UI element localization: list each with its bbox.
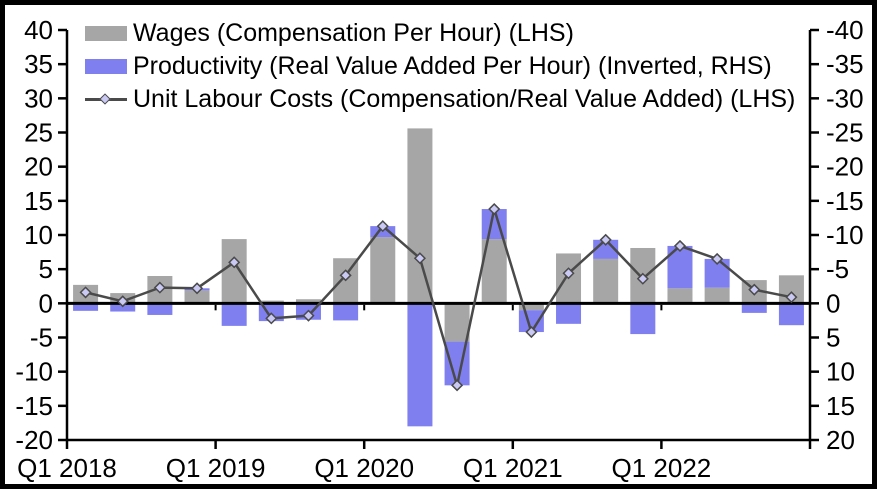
ulc-marker (79, 286, 92, 299)
right-axis-tick-label: -15 (826, 186, 864, 216)
wages-bar (704, 287, 730, 304)
legend-label-wages: Wages (Compensation Per Hour) (LHS) (133, 19, 574, 47)
left-axis-tick-label: -20 (15, 425, 53, 455)
productivity-swatch-icon (85, 59, 127, 74)
wages-bar (295, 299, 321, 304)
productivity-bar (73, 303, 99, 311)
ulc-marker (673, 239, 687, 252)
right-axis-tick-label: -35 (826, 49, 864, 79)
productivity-bar (556, 303, 582, 324)
right-axis-tick-label: -25 (826, 118, 864, 148)
productivity-bar (110, 303, 136, 312)
ulc-line (85, 207, 792, 387)
right-axis-tick-label: 5 (826, 323, 840, 353)
ulc-marker (711, 252, 724, 265)
wages-bar (593, 258, 619, 304)
ulc-marker (153, 281, 166, 294)
left-axis-tick-label: 25 (24, 118, 53, 148)
wages-bar (518, 303, 544, 311)
wages-bar (370, 237, 396, 304)
ulc-marker (562, 267, 575, 280)
left-axis-tick-label: 10 (24, 220, 53, 250)
productivity-bar (630, 303, 656, 335)
wages-bar (444, 303, 470, 342)
x-axis-tick-label: Q1 2020 (314, 453, 414, 483)
productivity-bar (407, 303, 433, 427)
ulc-marker (228, 256, 241, 269)
left-axis-tick-label: 15 (24, 186, 53, 216)
chart-legend: Wages (Compensation Per Hour) (LHS) Prod… (85, 17, 795, 116)
wages-bar (667, 288, 693, 304)
ulc-marker (413, 252, 426, 265)
legend-label-productivity: Productivity (Real Value Added Per Hour)… (133, 52, 772, 80)
left-axis-tick-label: -15 (15, 391, 53, 421)
left-axis-tick-label: -5 (30, 323, 53, 353)
legend-label-ulc: Unit Labour Costs (Compensation/Real Val… (133, 85, 796, 113)
productivity-bar (221, 303, 247, 326)
right-axis-tick-label: 0 (826, 288, 840, 318)
legend-item-productivity: Productivity (Real Value Added Per Hour)… (85, 50, 795, 83)
ulc-marker (302, 309, 315, 322)
right-axis-tick-label: -40 (826, 15, 864, 45)
productivity-bar (333, 303, 359, 321)
ulc-line-swatch-icon (85, 92, 127, 107)
x-axis-tick-label: Q1 2021 (463, 453, 563, 483)
wages-bar (221, 239, 247, 304)
wages-bar (184, 290, 210, 304)
left-axis-tick-label: 0 (39, 288, 53, 318)
ulc-marker (599, 233, 612, 246)
ulc-marker (190, 282, 204, 295)
left-axis-tick-label: 20 (24, 152, 53, 182)
ulc-marker (339, 269, 352, 282)
x-axis-tick-label: Q1 2022 (612, 453, 712, 483)
right-axis-tick-label: -5 (826, 254, 849, 284)
ulc-marker (265, 312, 278, 325)
legend-item-ulc: Unit Labour Costs (Compensation/Real Val… (85, 83, 795, 116)
ulc-marker (748, 283, 761, 296)
left-axis-tick-label: -10 (15, 357, 53, 387)
x-axis-tick-label: Q1 2019 (166, 453, 266, 483)
wages-swatch-icon (85, 26, 127, 41)
right-axis-tick-label: -10 (826, 220, 864, 250)
right-axis-tick-label: 15 (826, 391, 855, 421)
right-axis-tick-label: -20 (826, 152, 864, 182)
ulc-marker (636, 272, 649, 285)
ulc-marker (488, 202, 501, 216)
productivity-bar (147, 303, 173, 315)
right-axis-tick-label: -30 (826, 83, 864, 113)
ulc-marker (451, 379, 464, 392)
productivity-bar (778, 303, 804, 326)
ulc-marker (376, 220, 389, 233)
right-axis-tick-label: 10 (826, 357, 855, 387)
ulc-marker (116, 295, 129, 308)
left-axis-tick-label: 5 (39, 254, 53, 284)
left-axis-tick-label: 35 (24, 49, 53, 79)
wages-bar (407, 128, 433, 304)
x-axis-tick-label: Q1 2018 (17, 453, 117, 483)
left-axis-tick-label: 40 (24, 15, 53, 45)
right-axis-tick-label: 20 (826, 425, 855, 455)
ulc-marker (785, 291, 798, 304)
ulc-marker (525, 325, 538, 339)
productivity-bar (741, 303, 767, 313)
left-axis-tick-label: 30 (24, 83, 53, 113)
legend-item-wages: Wages (Compensation Per Hour) (LHS) (85, 17, 795, 50)
